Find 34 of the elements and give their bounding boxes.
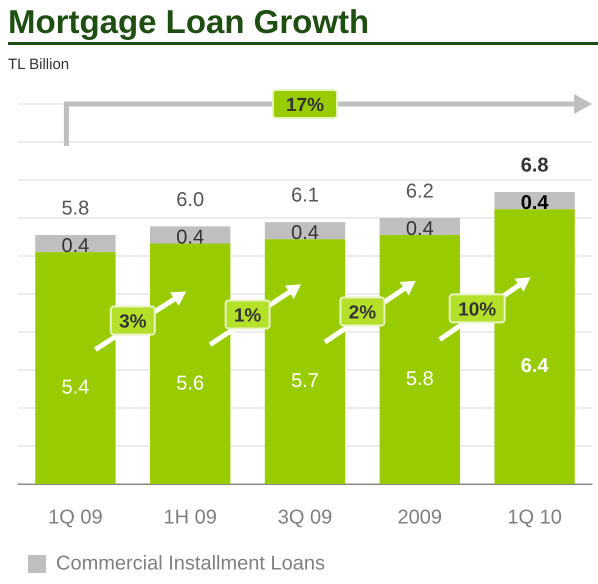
data-label: 5.6 (176, 372, 204, 394)
data-label: 5.4 (61, 376, 90, 399)
bar (150, 244, 230, 484)
annotation: 17% (286, 95, 324, 116)
data-label: 0.4 (176, 226, 204, 248)
annotation: 3% (119, 312, 147, 333)
data-label: 0.4 (291, 222, 319, 244)
data-label: 5.8 (406, 368, 434, 390)
total-label: 6.0 (176, 188, 204, 211)
annotation: 10% (458, 299, 496, 320)
data-label: 0.4 (61, 235, 90, 258)
total-label: 6.1 (291, 184, 319, 207)
total-label: 6.2 (406, 180, 434, 202)
x-tick-label: 1Q 10 (507, 506, 562, 529)
total-label: 6.8 (520, 154, 549, 177)
annotation: 1% (234, 305, 262, 326)
total-label: 5.8 (61, 197, 90, 220)
x-tick-label: 2009 (398, 506, 442, 529)
chart-subtitle: TL Billion (8, 56, 70, 73)
bar (35, 252, 116, 484)
bar (494, 209, 575, 484)
bar (380, 234, 460, 484)
data-label: 0.4 (520, 192, 550, 214)
bar (264, 239, 346, 484)
x-tick-label: 1H 09 (164, 506, 217, 529)
bar (264, 222, 346, 240)
x-tick-label: 1Q 09 (48, 506, 103, 529)
x-tick-label: 3Q 09 (278, 506, 332, 529)
data-label: 5.7 (291, 370, 319, 392)
data-label: 6.4 (520, 355, 550, 378)
data-label: 0.4 (406, 218, 434, 240)
annotation: 2% (348, 302, 376, 324)
legend-label: Commercial Installment Loans (56, 552, 325, 575)
chart-title: Mortgage Loan Growth (8, 2, 598, 45)
